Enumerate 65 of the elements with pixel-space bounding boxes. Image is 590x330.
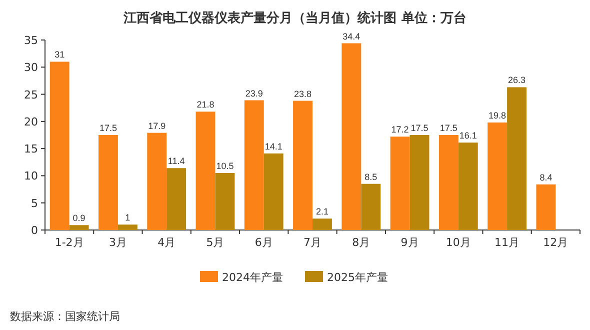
x-tick-label: 3月 bbox=[108, 236, 127, 249]
bar bbox=[215, 173, 235, 230]
y-tick-label: 10 bbox=[24, 170, 38, 183]
legend-label: 2024年产量 bbox=[222, 271, 283, 284]
bar bbox=[69, 225, 89, 230]
chart-title: 江西省电工仪器仪表产量分月（当月值）统计图 单位：万台 bbox=[122, 10, 466, 26]
data-label: 31 bbox=[54, 50, 65, 60]
data-label: 1 bbox=[125, 212, 130, 223]
bar bbox=[410, 135, 430, 230]
bar bbox=[264, 153, 284, 230]
data-label: 8.4 bbox=[540, 172, 552, 182]
bar bbox=[98, 135, 118, 230]
bar bbox=[50, 62, 70, 230]
data-label: 17.9 bbox=[148, 120, 166, 131]
data-label: 17.2 bbox=[391, 124, 409, 135]
data-label: 19.8 bbox=[488, 110, 506, 121]
bar bbox=[342, 43, 362, 230]
source-note: 数据来源：国家统计局 bbox=[10, 310, 120, 323]
x-tick-label: 11月 bbox=[494, 236, 520, 249]
data-label: 8.5 bbox=[364, 172, 378, 182]
bar bbox=[438, 135, 458, 230]
data-label: 21.8 bbox=[196, 100, 214, 110]
y-tick-label: 30 bbox=[24, 61, 38, 74]
data-label: 23.9 bbox=[245, 88, 263, 98]
data-label: 0.9 bbox=[72, 213, 86, 224]
bar bbox=[196, 112, 216, 230]
bar bbox=[390, 136, 410, 230]
legend-label: 2025年产量 bbox=[327, 271, 388, 284]
x-tick-label: 1-2月 bbox=[54, 236, 84, 249]
x-tick-label: 7月 bbox=[304, 236, 322, 249]
y-tick-label: 0 bbox=[31, 224, 38, 237]
bar bbox=[166, 168, 186, 230]
data-label: 2.1 bbox=[316, 206, 328, 217]
y-tick-label: 35 bbox=[24, 34, 38, 47]
x-tick-label: 5月 bbox=[206, 236, 224, 249]
bar bbox=[293, 100, 312, 230]
x-tick-label: 12月 bbox=[543, 236, 568, 249]
bar bbox=[458, 142, 478, 230]
data-label: 10.5 bbox=[216, 161, 234, 171]
x-tick-label: 6月 bbox=[254, 236, 273, 249]
bar bbox=[536, 184, 556, 230]
y-tick-label: 20 bbox=[24, 115, 38, 128]
bar bbox=[507, 87, 526, 230]
y-tick-label: 25 bbox=[24, 88, 38, 102]
bar bbox=[488, 122, 508, 230]
data-label: 26.3 bbox=[508, 75, 526, 86]
x-tick-label: 10月 bbox=[446, 236, 471, 249]
x-tick-label: 4月 bbox=[158, 236, 176, 249]
data-label: 17.5 bbox=[410, 123, 428, 133]
y-tick-label: 5 bbox=[31, 196, 38, 210]
y-tick-label: 15 bbox=[24, 142, 38, 156]
data-label: 11.4 bbox=[168, 156, 185, 166]
bar bbox=[147, 132, 167, 230]
data-label: 17.5 bbox=[440, 123, 458, 133]
x-tick-label: 8月 bbox=[352, 236, 370, 249]
bar bbox=[118, 224, 138, 230]
data-label: 16.1 bbox=[459, 130, 477, 141]
data-label: 17.5 bbox=[99, 123, 117, 133]
bar bbox=[312, 218, 332, 230]
bar bbox=[361, 184, 381, 230]
x-tick-label: 9月 bbox=[400, 236, 419, 249]
data-label: 14.1 bbox=[264, 141, 282, 152]
data-label: 34.4 bbox=[342, 31, 360, 42]
data-label: 23.8 bbox=[294, 88, 312, 99]
bar bbox=[244, 100, 264, 230]
